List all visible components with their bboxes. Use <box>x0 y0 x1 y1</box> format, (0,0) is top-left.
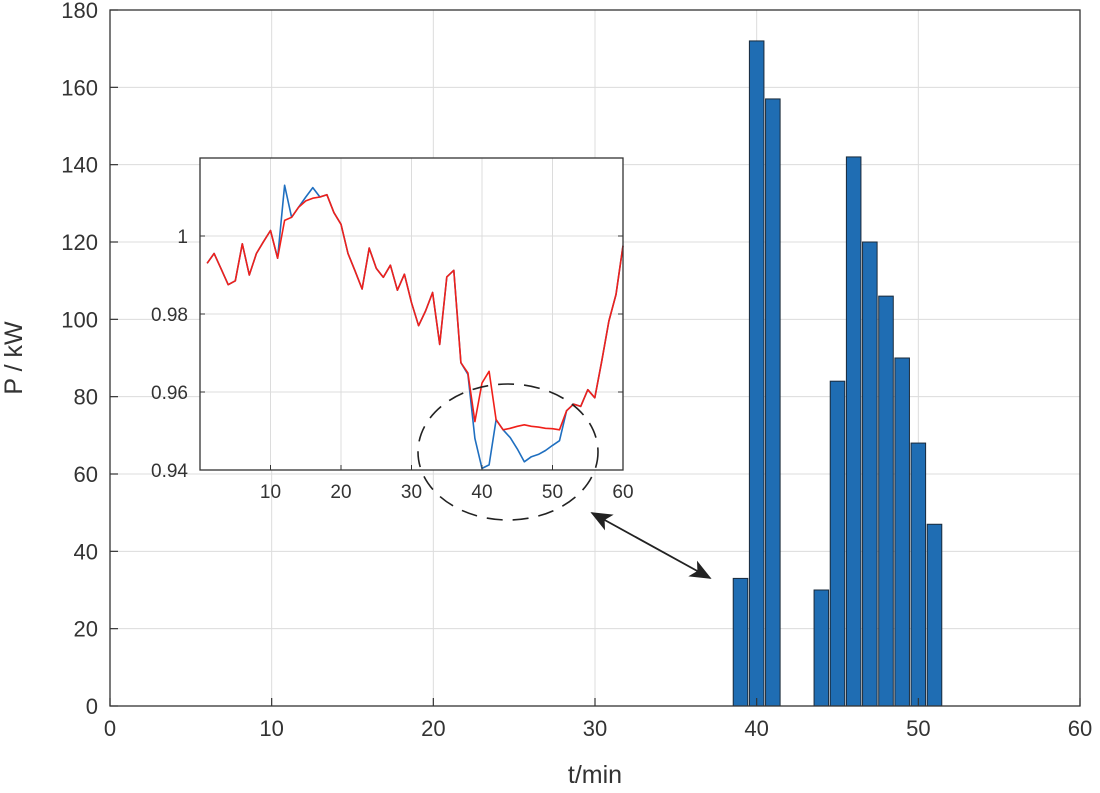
double-arrow <box>590 512 712 579</box>
x-tick-label: 50 <box>906 716 930 741</box>
bar <box>748 40 765 707</box>
bar <box>894 357 910 707</box>
y-axis-label: P / kW <box>0 321 28 395</box>
inset-line-red <box>206 193 624 431</box>
bar <box>732 577 749 707</box>
inset-y-tick-label: 0.98 <box>151 305 188 326</box>
inset-y-tick-label: 0.96 <box>151 383 188 404</box>
main-bars <box>732 40 943 707</box>
y-tick-label: 0 <box>86 694 98 719</box>
y-tick-label: 160 <box>61 75 98 100</box>
x-tick-label: 0 <box>104 716 116 741</box>
bar <box>813 589 830 707</box>
y-tick-label: 40 <box>74 539 98 564</box>
highlight-ellipse <box>417 383 599 521</box>
inset-x-tick-label: 20 <box>330 482 351 503</box>
inset-x-tick-label: 60 <box>612 482 633 503</box>
bar <box>926 523 943 707</box>
inset-x-tick-label: 50 <box>542 482 563 503</box>
inset-ticks: 10 20 30 40 50 60 0.94 0.96 0.98 1 <box>151 227 634 503</box>
bar <box>862 241 878 707</box>
y-tick-label: 180 <box>61 0 98 23</box>
inset-x-tick-label: 40 <box>471 482 492 503</box>
bar <box>765 98 781 707</box>
inset-lines <box>206 184 624 470</box>
bar <box>845 156 862 707</box>
bar <box>878 295 894 707</box>
bar <box>829 380 846 707</box>
x-tick-label: 60 <box>1068 716 1092 741</box>
x-tick-label: 30 <box>583 716 607 741</box>
inset-x-tick-label: 10 <box>260 482 281 503</box>
inset-chart: 10 20 30 40 50 60 0.94 0.96 0.98 1 <box>151 157 634 503</box>
inset-y-tick-label: 1 <box>177 227 188 248</box>
y-tick-label: 120 <box>61 230 98 255</box>
x-axis-label: t/min <box>568 761 622 789</box>
bar <box>910 442 927 707</box>
x-tick-label: 20 <box>421 716 445 741</box>
y-tick-label: 60 <box>74 462 98 487</box>
y-tick-label: 80 <box>74 385 98 410</box>
y-tick-label: 20 <box>74 617 98 642</box>
y-tick-label: 140 <box>61 153 98 178</box>
x-tick-label: 40 <box>744 716 768 741</box>
y-tick-label: 100 <box>61 307 98 332</box>
inset-y-tick-label: 0.94 <box>151 461 188 482</box>
x-tick-label: 10 <box>259 716 283 741</box>
inset-x-tick-label: 30 <box>401 482 422 503</box>
